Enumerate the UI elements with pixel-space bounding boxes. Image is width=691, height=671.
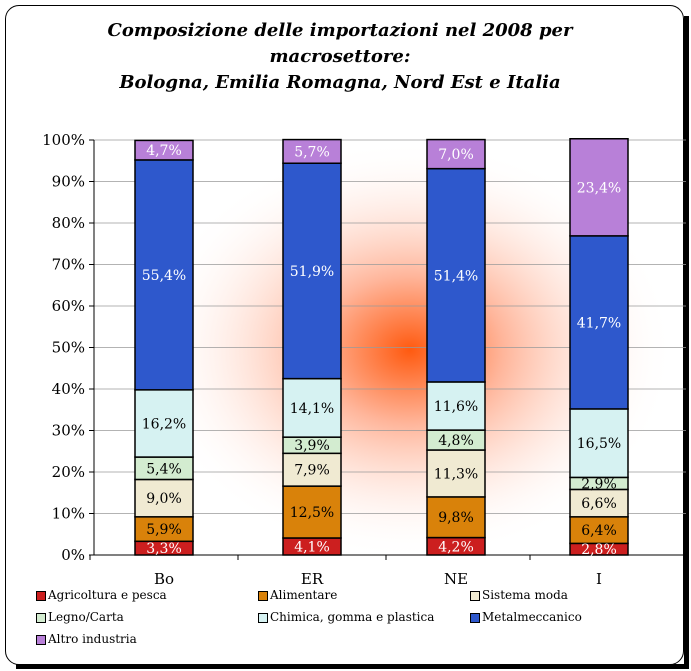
data-label: 41,7%	[577, 315, 621, 331]
data-label: 11,3%	[434, 466, 478, 482]
legend-swatch	[470, 612, 480, 623]
bar-segment	[134, 139, 194, 161]
legend-label: Sistema moda	[482, 588, 568, 602]
y-tick-label: 80%	[52, 214, 85, 232]
data-label: 6,4%	[581, 523, 617, 539]
legend-label: Metalmeccanico	[482, 610, 582, 624]
x-tick-label: Bo	[154, 570, 174, 588]
bar-segment	[569, 235, 629, 410]
y-tick-label: 20%	[52, 463, 85, 481]
legend-item: Agricoltura e pesca	[36, 588, 167, 602]
data-label: 55,4%	[142, 268, 186, 284]
y-tick-label: 40%	[52, 380, 85, 398]
x-tick-label: NE	[444, 570, 468, 588]
data-label: 51,9%	[290, 264, 334, 280]
y-tick-label: 0%	[61, 546, 85, 564]
legend-item: Sistema moda	[470, 588, 568, 602]
data-label: 7,0%	[438, 147, 474, 163]
bar-segment	[569, 138, 629, 237]
data-label: 4,1%	[294, 539, 330, 555]
data-label: 12,5%	[290, 505, 334, 521]
bar-segment	[282, 377, 342, 438]
legend-swatch	[36, 590, 46, 601]
x-tick-label: ER	[301, 570, 324, 588]
legend-item: Chimica, gomma e plastica	[258, 610, 434, 624]
data-label: 9,8%	[438, 510, 474, 526]
bar-segment	[426, 381, 486, 431]
legend-label: Chimica, gomma e plastica	[270, 610, 435, 624]
data-label: 4,7%	[146, 143, 182, 159]
legend: Agricoltura e pesca Alimentare Sistema mod…	[36, 588, 687, 666]
data-label: 14,1%	[290, 401, 334, 417]
data-label: 4,2%	[438, 539, 474, 555]
data-label: 3,9%	[294, 438, 330, 454]
legend-label: Altro industria	[48, 632, 137, 646]
legend-swatch	[258, 590, 268, 601]
data-label: 16,5%	[577, 436, 621, 452]
y-tick-label: 60%	[52, 297, 85, 315]
chart-title-line-2: macrosettore:	[269, 46, 411, 67]
frame-shadow-bottom	[16, 664, 689, 669]
x-tick-label: I	[596, 570, 602, 588]
bar-segment	[282, 138, 342, 164]
bar-segment	[426, 167, 486, 383]
legend-swatch	[36, 634, 46, 645]
data-label: 3,3%	[146, 541, 182, 557]
legend-label: Alimentare	[270, 588, 338, 602]
bar-segment	[134, 389, 194, 458]
bar-segment	[426, 138, 486, 170]
legend-item: Metalmeccanico	[470, 610, 582, 624]
frame-shadow-right	[684, 16, 689, 666]
bar-segment	[134, 516, 194, 543]
y-tick-label: 50%	[52, 339, 85, 357]
chart-title-line-3: Bologna, Emilia Romagna, Nord Est e Ital…	[119, 72, 561, 93]
y-tick-label: 100%	[42, 131, 85, 149]
legend-item: Altro industria	[36, 632, 137, 646]
data-label: 7,9%	[294, 463, 330, 479]
data-label: 6,6%	[581, 496, 617, 512]
chart-title-line-1: Composizione delle importazioni nel 2008…	[107, 20, 573, 41]
bar-segment	[569, 488, 629, 518]
legend-item: Alimentare	[258, 588, 337, 602]
bar-segment	[282, 485, 342, 539]
legend-item: Legno/Carta	[36, 610, 124, 624]
y-tick-label: 90%	[52, 173, 85, 191]
bar-segment	[282, 162, 342, 380]
data-label: 5,9%	[146, 522, 182, 538]
data-label: 11,6%	[434, 399, 478, 415]
legend-label: Legno/Carta	[48, 610, 124, 624]
data-label: 2,9%	[581, 476, 617, 492]
y-tick-label: 70%	[52, 256, 85, 274]
legend-swatch	[258, 612, 268, 623]
bar-segment	[426, 449, 486, 498]
y-tick-label: 10%	[52, 505, 85, 523]
data-label: 5,7%	[294, 144, 330, 160]
y-tick-label: 30%	[52, 422, 85, 440]
data-label: 16,2%	[142, 416, 186, 432]
data-label: 4,8%	[438, 433, 474, 449]
bar-segment	[134, 159, 194, 391]
data-label: 5,4%	[146, 461, 182, 477]
legend-label: Agricoltura e pesca	[48, 588, 167, 602]
legend-swatch	[36, 612, 46, 623]
bar-segment	[282, 452, 342, 487]
data-label: 9,0%	[146, 491, 182, 507]
data-label: 51,4%	[434, 268, 478, 284]
data-label: 23,4%	[577, 180, 621, 196]
legend-swatch	[470, 590, 480, 601]
chart-title: Composizione delle importazioni nel 2008…	[60, 18, 620, 96]
data-label: 2,8%	[581, 542, 617, 558]
